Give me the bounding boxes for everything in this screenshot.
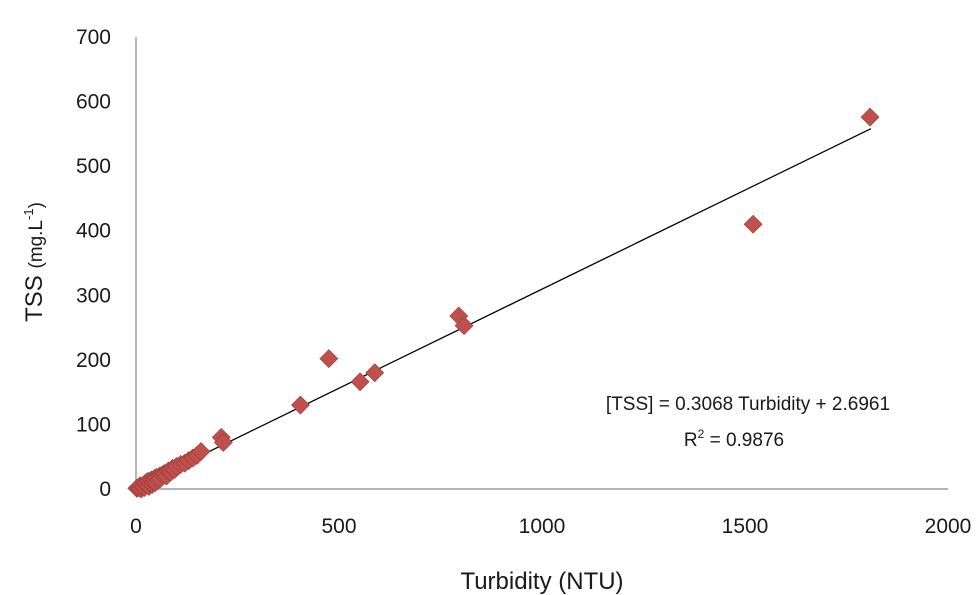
y-tick-label: 300	[76, 284, 111, 307]
y-tick-label: 500	[76, 155, 111, 178]
y-tick-label: 400	[76, 220, 111, 243]
data-point	[350, 372, 370, 392]
data-point	[291, 395, 310, 415]
data-point	[454, 316, 474, 336]
y-tick-label: 700	[76, 26, 111, 49]
data-point	[743, 214, 763, 234]
regression-equation: [TSS] = 0.3068 Turbidity + 2.6961	[606, 394, 890, 415]
data-points	[127, 107, 880, 499]
trendline	[135, 128, 872, 488]
x-tick-label: 1500	[722, 515, 769, 538]
x-tick-label: 1000	[519, 515, 566, 538]
data-point	[860, 107, 880, 127]
data-point	[213, 433, 233, 452]
x-axis-title: Turbidity (NTU)	[460, 568, 623, 595]
data-point	[191, 442, 211, 461]
y-tick-label: 200	[76, 349, 111, 372]
r-squared-label: R2 = 0.9876	[684, 427, 784, 451]
y-tick-label: 0	[99, 478, 111, 501]
data-point	[319, 349, 339, 368]
y-axis-title: TSS (mg.L-1)	[21, 202, 48, 322]
y-tick-labels: 0 100 200 300 400 500 600 700	[76, 26, 111, 501]
x-tick-labels: 0 500 1000 1500 2000	[130, 515, 971, 538]
y-tick-label: 600	[76, 91, 111, 114]
y-tick-label: 100	[76, 413, 111, 436]
x-tick-label: 500	[321, 515, 356, 538]
data-point	[365, 363, 385, 383]
x-tick-label: 0	[130, 515, 142, 538]
x-tick-label: 2000	[925, 515, 972, 538]
